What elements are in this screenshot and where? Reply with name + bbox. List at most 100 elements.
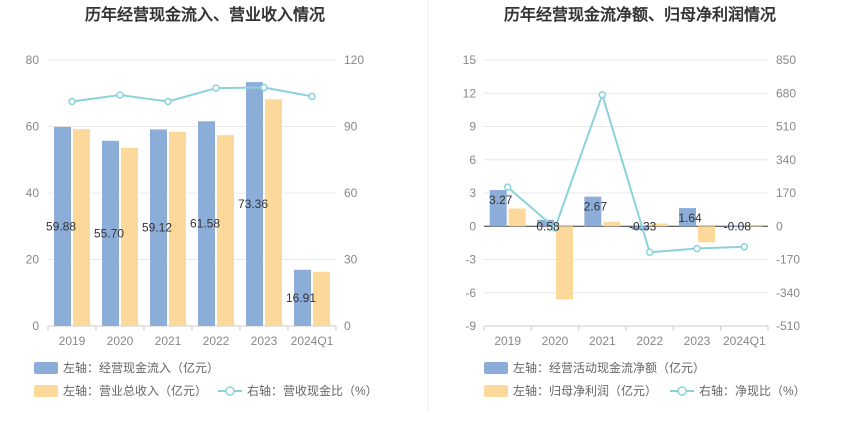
bar-primary[interactable] — [726, 226, 744, 228]
y-right-tick-label: 680 — [776, 86, 796, 100]
bar-primary[interactable] — [489, 190, 507, 227]
bar-secondary[interactable] — [603, 221, 621, 227]
bar-data-label: 61.58 — [190, 217, 220, 231]
line-point[interactable] — [164, 97, 172, 106]
series-line — [507, 91, 745, 254]
y-left-tick-label: 6 — [469, 153, 476, 167]
y-left-tick-label: 0 — [469, 219, 476, 233]
legend-label[interactable]: 左轴：营业总收入（亿元） — [63, 383, 207, 398]
y-right-tick-label: 850 — [776, 53, 796, 67]
bar-secondary[interactable] — [217, 135, 234, 326]
legend-label[interactable]: 左轴：归母净利润（亿元） — [513, 383, 657, 398]
y-right-tick-label: 0 — [776, 219, 783, 233]
chart-title: 历年经营现金流净额、归母净利润情况 — [504, 5, 776, 24]
x-tick-label: 2022 — [636, 334, 663, 348]
bar-primary[interactable] — [294, 269, 311, 326]
bar-primary[interactable] — [584, 196, 602, 227]
legend-label[interactable]: 左轴：经营现金流入（亿元） — [63, 360, 219, 375]
bar-data-label: 73.36 — [238, 197, 268, 211]
legend-label[interactable]: 右轴：营收现金比（%） — [247, 383, 378, 398]
legend-swatch[interactable] — [34, 362, 58, 374]
bar-secondary[interactable] — [556, 226, 573, 300]
x-tick-label: 2023 — [684, 334, 711, 348]
line-point[interactable] — [212, 84, 220, 92]
bar-secondary[interactable] — [745, 226, 763, 227]
x-tick-label: 2024Q1 — [723, 334, 766, 348]
x-tick-label: 2021 — [155, 334, 182, 348]
bar-primary[interactable] — [102, 140, 119, 326]
bar-primary[interactable] — [150, 129, 167, 326]
y-right-tick-label: 0 — [344, 319, 351, 333]
y-right-tick-label: 30 — [344, 253, 358, 267]
bar-secondary[interactable] — [313, 271, 330, 326]
legend-swatch[interactable] — [484, 362, 508, 374]
y-left-tick-label: 40 — [26, 186, 40, 200]
bar-secondary[interactable] — [698, 226, 715, 243]
legend-marker[interactable] — [225, 386, 235, 396]
line-point[interactable] — [503, 183, 512, 191]
y-left-tick-label: 20 — [26, 253, 40, 267]
x-tick-label: 2021 — [589, 334, 616, 348]
y-left-tick-label: 80 — [26, 53, 40, 67]
bar-secondary[interactable] — [169, 131, 186, 326]
x-tick-label: 2019 — [494, 334, 521, 348]
y-left-tick-label: 0 — [32, 319, 39, 333]
y-left-tick-label: 60 — [26, 120, 40, 134]
bar-data-label: 3.27 — [489, 193, 513, 207]
x-tick-label: 2019 — [59, 334, 86, 348]
bar-primary[interactable] — [54, 126, 71, 326]
bar-secondary[interactable] — [650, 223, 668, 227]
line-point[interactable] — [551, 224, 559, 232]
bar-primary[interactable] — [631, 226, 649, 230]
y-right-tick-label: -170 — [776, 253, 800, 267]
line-point[interactable] — [645, 248, 654, 257]
bar-data-label: 2.67 — [584, 200, 608, 214]
x-tick-label: 2022 — [203, 334, 230, 348]
bar-primary[interactable] — [679, 208, 696, 227]
y-left-tick-label: 12 — [463, 86, 477, 100]
bar-data-label: 0.58 — [536, 219, 560, 233]
line-point[interactable] — [308, 92, 316, 101]
line-point[interactable] — [740, 243, 749, 251]
y-right-tick-label: 170 — [776, 186, 796, 200]
x-tick-label: 2024Q1 — [291, 334, 334, 348]
legend-swatch[interactable] — [34, 385, 58, 397]
line-point[interactable] — [598, 91, 607, 99]
y-left-tick-label: -6 — [465, 286, 476, 300]
legend-label[interactable]: 左轴：经营活动现金流净额（亿元） — [513, 360, 705, 375]
y-right-tick-label: 120 — [344, 53, 364, 67]
bar-data-label: -0.08 — [724, 219, 752, 233]
y-right-tick-label: -340 — [776, 286, 800, 300]
line-point[interactable] — [260, 83, 268, 92]
bar-data-label: 1.64 — [678, 211, 702, 225]
y-right-tick-label: 510 — [776, 120, 796, 134]
bar-data-label: 59.88 — [46, 219, 76, 233]
y-left-tick-label: 3 — [469, 186, 476, 200]
bar-data-label: 55.70 — [94, 226, 124, 240]
x-tick-label: 2020 — [107, 334, 134, 348]
y-left-tick-label: -9 — [465, 319, 476, 333]
y-right-tick-label: 60 — [344, 186, 358, 200]
bar-primary[interactable] — [246, 82, 263, 326]
line-point[interactable] — [68, 97, 76, 106]
line-point[interactable] — [693, 244, 701, 253]
bar-primary[interactable] — [198, 121, 215, 327]
bar-primary[interactable] — [537, 219, 554, 227]
legend-marker[interactable] — [677, 386, 687, 396]
bar-secondary[interactable] — [265, 99, 282, 326]
bar-secondary[interactable] — [508, 208, 526, 227]
y-right-tick-label: 340 — [776, 153, 796, 167]
y-right-tick-label: -510 — [776, 319, 800, 333]
bar-secondary[interactable] — [73, 129, 90, 326]
legend-label[interactable]: 右轴：净现比（%） — [699, 383, 806, 398]
y-left-tick-label: 15 — [463, 53, 477, 67]
bar-data-label: 59.12 — [142, 221, 172, 235]
bar-data-label: -0.33 — [629, 219, 657, 233]
series-line — [71, 86, 313, 103]
bar-secondary[interactable] — [121, 147, 138, 326]
x-tick-label: 2023 — [251, 334, 278, 348]
legend-swatch[interactable] — [484, 385, 508, 397]
x-tick-label: 2020 — [542, 334, 569, 348]
line-point[interactable] — [116, 91, 124, 99]
